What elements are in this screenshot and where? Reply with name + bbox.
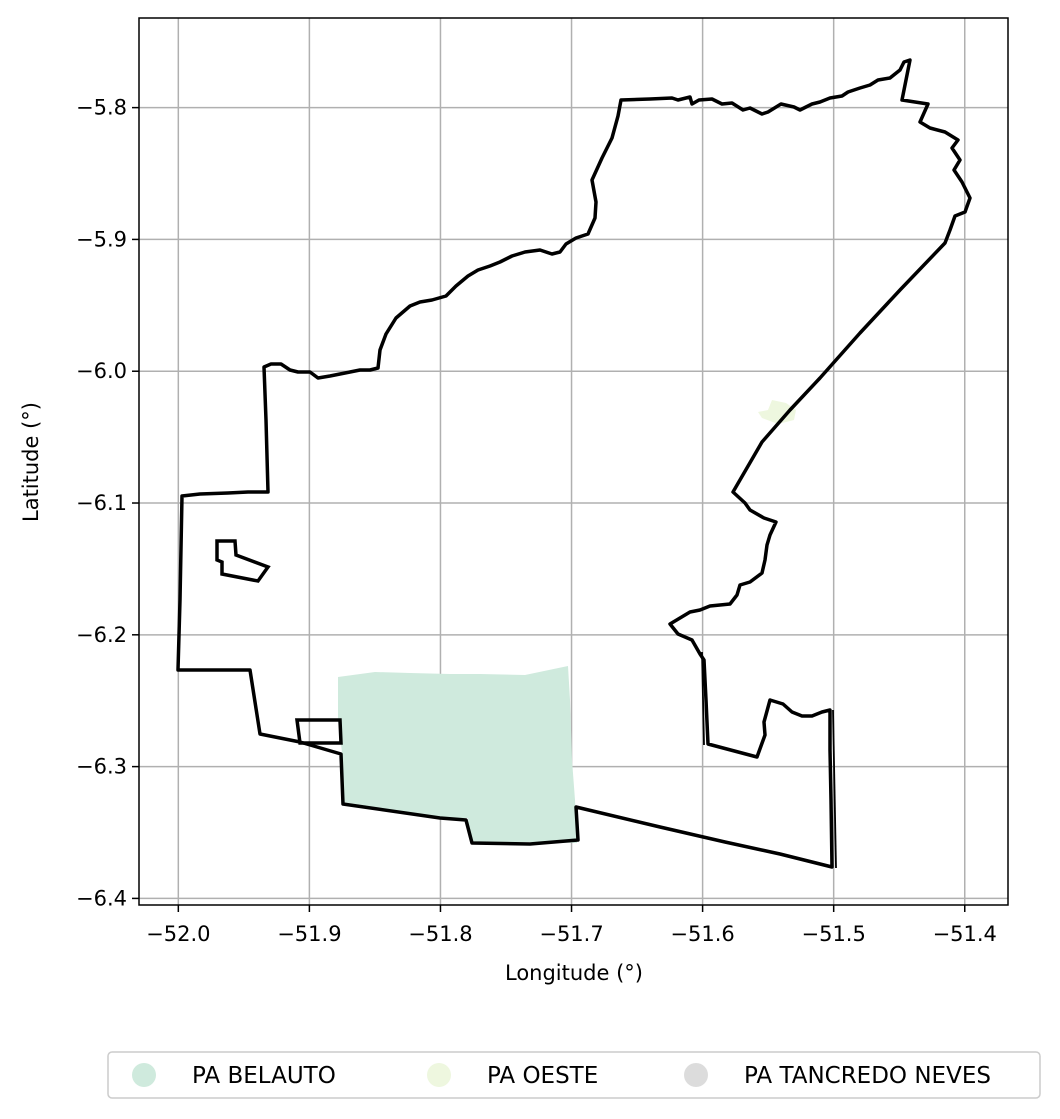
- x-axis-label: Longitude (°): [505, 961, 643, 985]
- y-tick-label: −5.9: [76, 227, 127, 251]
- x-axis: −52.0 −51.9 −51.8 −51.7 −51.6 −51.5 −51.4: [146, 905, 997, 946]
- x-tick-label: −51.5: [801, 922, 865, 946]
- y-tick-label: −6.0: [76, 359, 127, 383]
- y-tick-label: −6.3: [76, 755, 127, 779]
- x-tick-label: −51.9: [277, 922, 341, 946]
- legend-label-pa-belauto: PA BELAUTO: [192, 1063, 336, 1089]
- legend-marker-pa-oeste: [427, 1063, 451, 1087]
- legend-label-pa-oeste: PA OESTE: [487, 1063, 598, 1089]
- y-tick-label: −6.1: [76, 491, 127, 515]
- x-tick-label: −51.6: [670, 922, 734, 946]
- x-tick-label: −51.4: [933, 922, 997, 946]
- boundary-sliver: [832, 709, 837, 869]
- boundary-inner-ring: [215, 539, 271, 583]
- legend-frame: [107, 1051, 1041, 1099]
- grid-lines: [139, 18, 1008, 905]
- y-tick-label: −6.2: [76, 623, 127, 647]
- legend-marker-pa-belauto: [132, 1063, 156, 1087]
- plot-frame: [138, 17, 1009, 906]
- legend-marker-pa-tancredo-neves: [684, 1063, 708, 1087]
- y-axis-label: Latitude (°): [19, 402, 43, 522]
- boundary-inner-ring: [295, 718, 343, 745]
- x-tick-label: −51.8: [408, 922, 472, 946]
- plot-area: −52.0 −51.9 −51.8 −51.7 −51.6 −51.5 −51.4 −5.8…: [76, 17, 1009, 946]
- pa-oeste-area: [758, 400, 796, 424]
- legend-label-pa-tancredo-neves: PA TANCREDO NEVES: [744, 1063, 991, 1089]
- municipality-boundary: [176, 58, 972, 869]
- y-axis: −5.8 −5.9 −6.0 −6.1 −6.2 −6.3 −6.4: [76, 96, 139, 910]
- x-tick-label: −51.7: [539, 922, 603, 946]
- x-tick-label: −52.0: [146, 922, 210, 946]
- boundary-sliver: [701, 651, 705, 746]
- y-tick-label: −5.8: [76, 96, 127, 120]
- legend: PA BELAUTO PA OESTE PA TANCREDO NEVES: [107, 1051, 1041, 1099]
- y-tick-label: −6.4: [76, 886, 127, 910]
- pa-belauto-area: [338, 666, 577, 843]
